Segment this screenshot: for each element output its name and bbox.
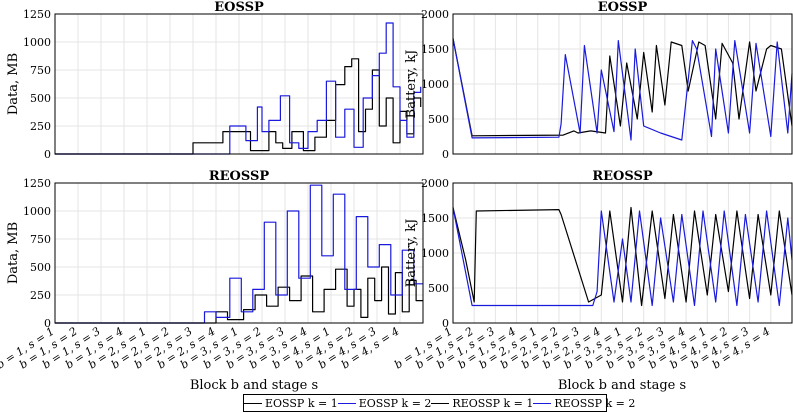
- legend-swatch: [244, 402, 262, 404]
- series-line-eossp-k--2: [452, 38, 793, 141]
- y-axis-label: Battery, kJ: [404, 219, 419, 288]
- y-axis-label: Data, MB: [6, 53, 21, 115]
- plot-frame: [452, 182, 793, 324]
- legend-label: EOSSP k = 1: [265, 396, 338, 410]
- y-tick-label: 2000: [421, 177, 449, 190]
- y-tick-label: 0: [442, 148, 449, 161]
- y-tick-label: 250: [30, 120, 51, 133]
- y-tick-label: 1250: [23, 8, 51, 21]
- y-tick-label: 1000: [23, 205, 51, 218]
- legend-swatch: [431, 402, 450, 404]
- plot-frame: [54, 182, 424, 324]
- legend-label: EOSSP k = 2: [358, 396, 432, 410]
- legend-item-eossp-k1: EOSSP k = 1: [244, 397, 338, 410]
- y-axis-label: Data, MB: [6, 222, 21, 284]
- panel-title: REOSSP: [209, 169, 270, 184]
- series-line-eossp-k--1: [55, 58, 422, 155]
- y-tick-label: 0: [44, 148, 51, 161]
- y-tick-label: 1000: [421, 78, 449, 91]
- y-tick-label: 2000: [421, 8, 449, 21]
- series-line-reossp-k--2: [55, 184, 423, 324]
- y-tick-label: 750: [30, 233, 51, 246]
- legend-label: REOSSP k = 2: [554, 396, 636, 410]
- series-line-reossp-k--2: [452, 207, 793, 307]
- legend-item-eossp-k2: EOSSP k = 2: [337, 396, 432, 410]
- legend: EOSSP k = 1 EOSSP k = 2 REOSSP k = 1 REO…: [243, 394, 635, 412]
- series-line-reossp-k--1: [55, 266, 423, 324]
- series-line-eossp-k--1: [452, 38, 793, 137]
- legend-item-reossp-k1: REOSSP k = 1: [431, 397, 533, 410]
- plot-frame: [452, 13, 793, 155]
- panel-eossp-battery: 0 500 1000 1500 2000 EOSSP Battery, kJ: [404, 0, 793, 161]
- series-line-reossp-k--1: [452, 206, 793, 307]
- y-tick-label: 1000: [421, 247, 449, 260]
- y-axis-label: Battery, kJ: [404, 50, 419, 119]
- legend-label: REOSSP k = 1: [452, 396, 534, 410]
- y-tick-label: 500: [30, 261, 51, 274]
- y-tick-label: 500: [428, 113, 449, 126]
- x-axis-label-left: Block b and stage s: [190, 378, 318, 393]
- y-tick-label: 1500: [421, 212, 449, 225]
- y-tick-label: 750: [30, 64, 51, 77]
- panel-title: REOSSP: [592, 169, 653, 184]
- y-tick-label: 500: [428, 282, 449, 295]
- plot-frame: [54, 13, 424, 155]
- legend-swatch: [337, 402, 356, 404]
- x-axis-label-right: Block b and stage s: [558, 378, 686, 393]
- y-tick-label: 0: [44, 317, 51, 330]
- legend-swatch: [533, 402, 552, 404]
- legend-item-reossp-k2: REOSSP k = 2: [533, 397, 635, 410]
- y-tick-label: 250: [30, 289, 51, 302]
- y-tick-label: 1500: [421, 43, 449, 56]
- panel-title: EOSSP: [214, 0, 264, 15]
- series-line-eossp-k--2: [55, 22, 422, 155]
- panel-title: EOSSP: [598, 0, 648, 15]
- y-tick-label: 0: [442, 317, 449, 330]
- y-tick-label: 500: [30, 92, 51, 105]
- y-tick-label: 1250: [23, 177, 51, 190]
- panel-eossp-data: 0 250 500 750 1000 1250 EOSSP Data, MB: [6, 0, 424, 161]
- y-tick-label: 1000: [23, 36, 51, 49]
